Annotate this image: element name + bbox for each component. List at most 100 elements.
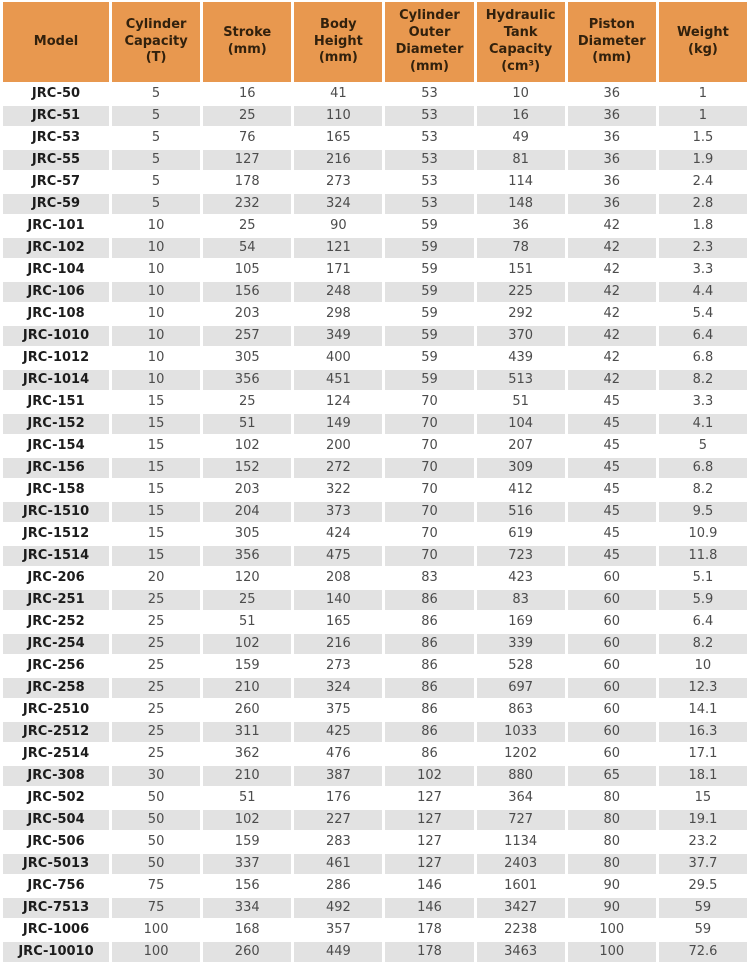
value-cell: 5 — [112, 172, 201, 192]
model-cell: JRC-252 — [3, 612, 109, 632]
value-cell: 59 — [385, 326, 474, 346]
value-cell: 37.7 — [658, 854, 747, 874]
value-cell: 50 — [112, 810, 201, 830]
value-cell: 70 — [385, 458, 474, 478]
value-cell: 1.9 — [658, 150, 747, 170]
value-cell: 1202 — [476, 744, 565, 764]
model-cell: JRC-1510 — [3, 502, 109, 522]
column-header-model: Model — [3, 2, 109, 82]
value-cell: 59 — [385, 348, 474, 368]
value-cell: 104 — [476, 414, 565, 434]
model-cell: JRC-256 — [3, 656, 109, 676]
value-cell: 36 — [567, 84, 656, 104]
model-cell: JRC-151 — [3, 392, 109, 412]
value-cell: 53 — [385, 194, 474, 214]
value-cell: 2403 — [476, 854, 565, 874]
value-cell: 168 — [203, 920, 292, 940]
value-cell: 178 — [385, 942, 474, 962]
value-cell: 90 — [567, 898, 656, 918]
table-row: JRC-55 5 127 216 53 81 36 1.9 — [3, 150, 747, 170]
value-cell: 42 — [567, 370, 656, 390]
value-cell: 451 — [294, 370, 383, 390]
value-cell: 86 — [385, 612, 474, 632]
value-cell: 5.9 — [658, 590, 747, 610]
value-cell: 29.5 — [658, 876, 747, 896]
column-header-stroke: Stroke (mm) — [203, 2, 292, 82]
value-cell: 59 — [658, 898, 747, 918]
value-cell: 449 — [294, 942, 383, 962]
value-cell: 25 — [203, 590, 292, 610]
value-cell: 25 — [112, 722, 201, 742]
value-cell: 53 — [385, 128, 474, 148]
value-cell: 36 — [567, 150, 656, 170]
value-cell: 53 — [385, 172, 474, 192]
value-cell: 53 — [385, 106, 474, 126]
table-row: JRC-2512 25 311 425 86 1033 60 16.3 — [3, 722, 747, 742]
model-cell: JRC-258 — [3, 678, 109, 698]
value-cell: 210 — [203, 678, 292, 698]
value-cell: 475 — [294, 546, 383, 566]
value-cell: 232 — [203, 194, 292, 214]
value-cell: 5 — [112, 128, 201, 148]
table-row: JRC-1006 100 168 357 178 2238 100 59 — [3, 920, 747, 940]
value-cell: 286 — [294, 876, 383, 896]
table-row: JRC-102 10 54 121 59 78 42 2.3 — [3, 238, 747, 258]
value-cell: 25 — [112, 634, 201, 654]
value-cell: 80 — [567, 788, 656, 808]
value-cell: 4.1 — [658, 414, 747, 434]
value-cell: 45 — [567, 458, 656, 478]
value-cell: 51 — [203, 788, 292, 808]
value-cell: 36 — [567, 194, 656, 214]
model-cell: JRC-156 — [3, 458, 109, 478]
value-cell: 492 — [294, 898, 383, 918]
value-cell: 528 — [476, 656, 565, 676]
value-cell: 387 — [294, 766, 383, 786]
value-cell: 461 — [294, 854, 383, 874]
model-cell: JRC-308 — [3, 766, 109, 786]
value-cell: 45 — [567, 546, 656, 566]
value-cell: 59 — [385, 370, 474, 390]
value-cell: 83 — [476, 590, 565, 610]
value-cell: 178 — [385, 920, 474, 940]
value-cell: 60 — [567, 678, 656, 698]
model-cell: JRC-7513 — [3, 898, 109, 918]
value-cell: 324 — [294, 678, 383, 698]
value-cell: 86 — [385, 678, 474, 698]
value-cell: 50 — [112, 832, 201, 852]
value-cell: 53 — [385, 84, 474, 104]
value-cell: 10 — [112, 282, 201, 302]
model-cell: JRC-506 — [3, 832, 109, 852]
table-row: JRC-50 5 16 41 53 10 36 1 — [3, 84, 747, 104]
value-cell: 3.3 — [658, 260, 747, 280]
value-cell: 102 — [203, 634, 292, 654]
value-cell: 59 — [385, 304, 474, 324]
value-cell: 17.1 — [658, 744, 747, 764]
table-row: JRC-158 15 203 322 70 412 45 8.2 — [3, 480, 747, 500]
table-row: JRC-106 10 156 248 59 225 42 4.4 — [3, 282, 747, 302]
model-cell: JRC-1010 — [3, 326, 109, 346]
value-cell: 59 — [385, 282, 474, 302]
value-cell: 298 — [294, 304, 383, 324]
value-cell: 25 — [112, 612, 201, 632]
value-cell: 120 — [203, 568, 292, 588]
value-cell: 42 — [567, 348, 656, 368]
value-cell: 75 — [112, 876, 201, 896]
value-cell: 200 — [294, 436, 383, 456]
table-row: JRC-254 25 102 216 86 339 60 8.2 — [3, 634, 747, 654]
value-cell: 54 — [203, 238, 292, 258]
value-cell: 880 — [476, 766, 565, 786]
value-cell: 227 — [294, 810, 383, 830]
table-row: JRC-256 25 159 273 86 528 60 10 — [3, 656, 747, 676]
value-cell: 70 — [385, 436, 474, 456]
value-cell: 6.4 — [658, 326, 747, 346]
value-cell: 10 — [112, 348, 201, 368]
value-cell: 727 — [476, 810, 565, 830]
model-cell: JRC-101 — [3, 216, 109, 236]
table-row: JRC-154 15 102 200 70 207 45 5 — [3, 436, 747, 456]
table-row: JRC-252 25 51 165 86 169 60 6.4 — [3, 612, 747, 632]
table-row: JRC-156 15 152 272 70 309 45 6.8 — [3, 458, 747, 478]
value-cell: 15 — [112, 546, 201, 566]
table-row: JRC-152 15 51 149 70 104 45 4.1 — [3, 414, 747, 434]
model-cell: JRC-1514 — [3, 546, 109, 566]
